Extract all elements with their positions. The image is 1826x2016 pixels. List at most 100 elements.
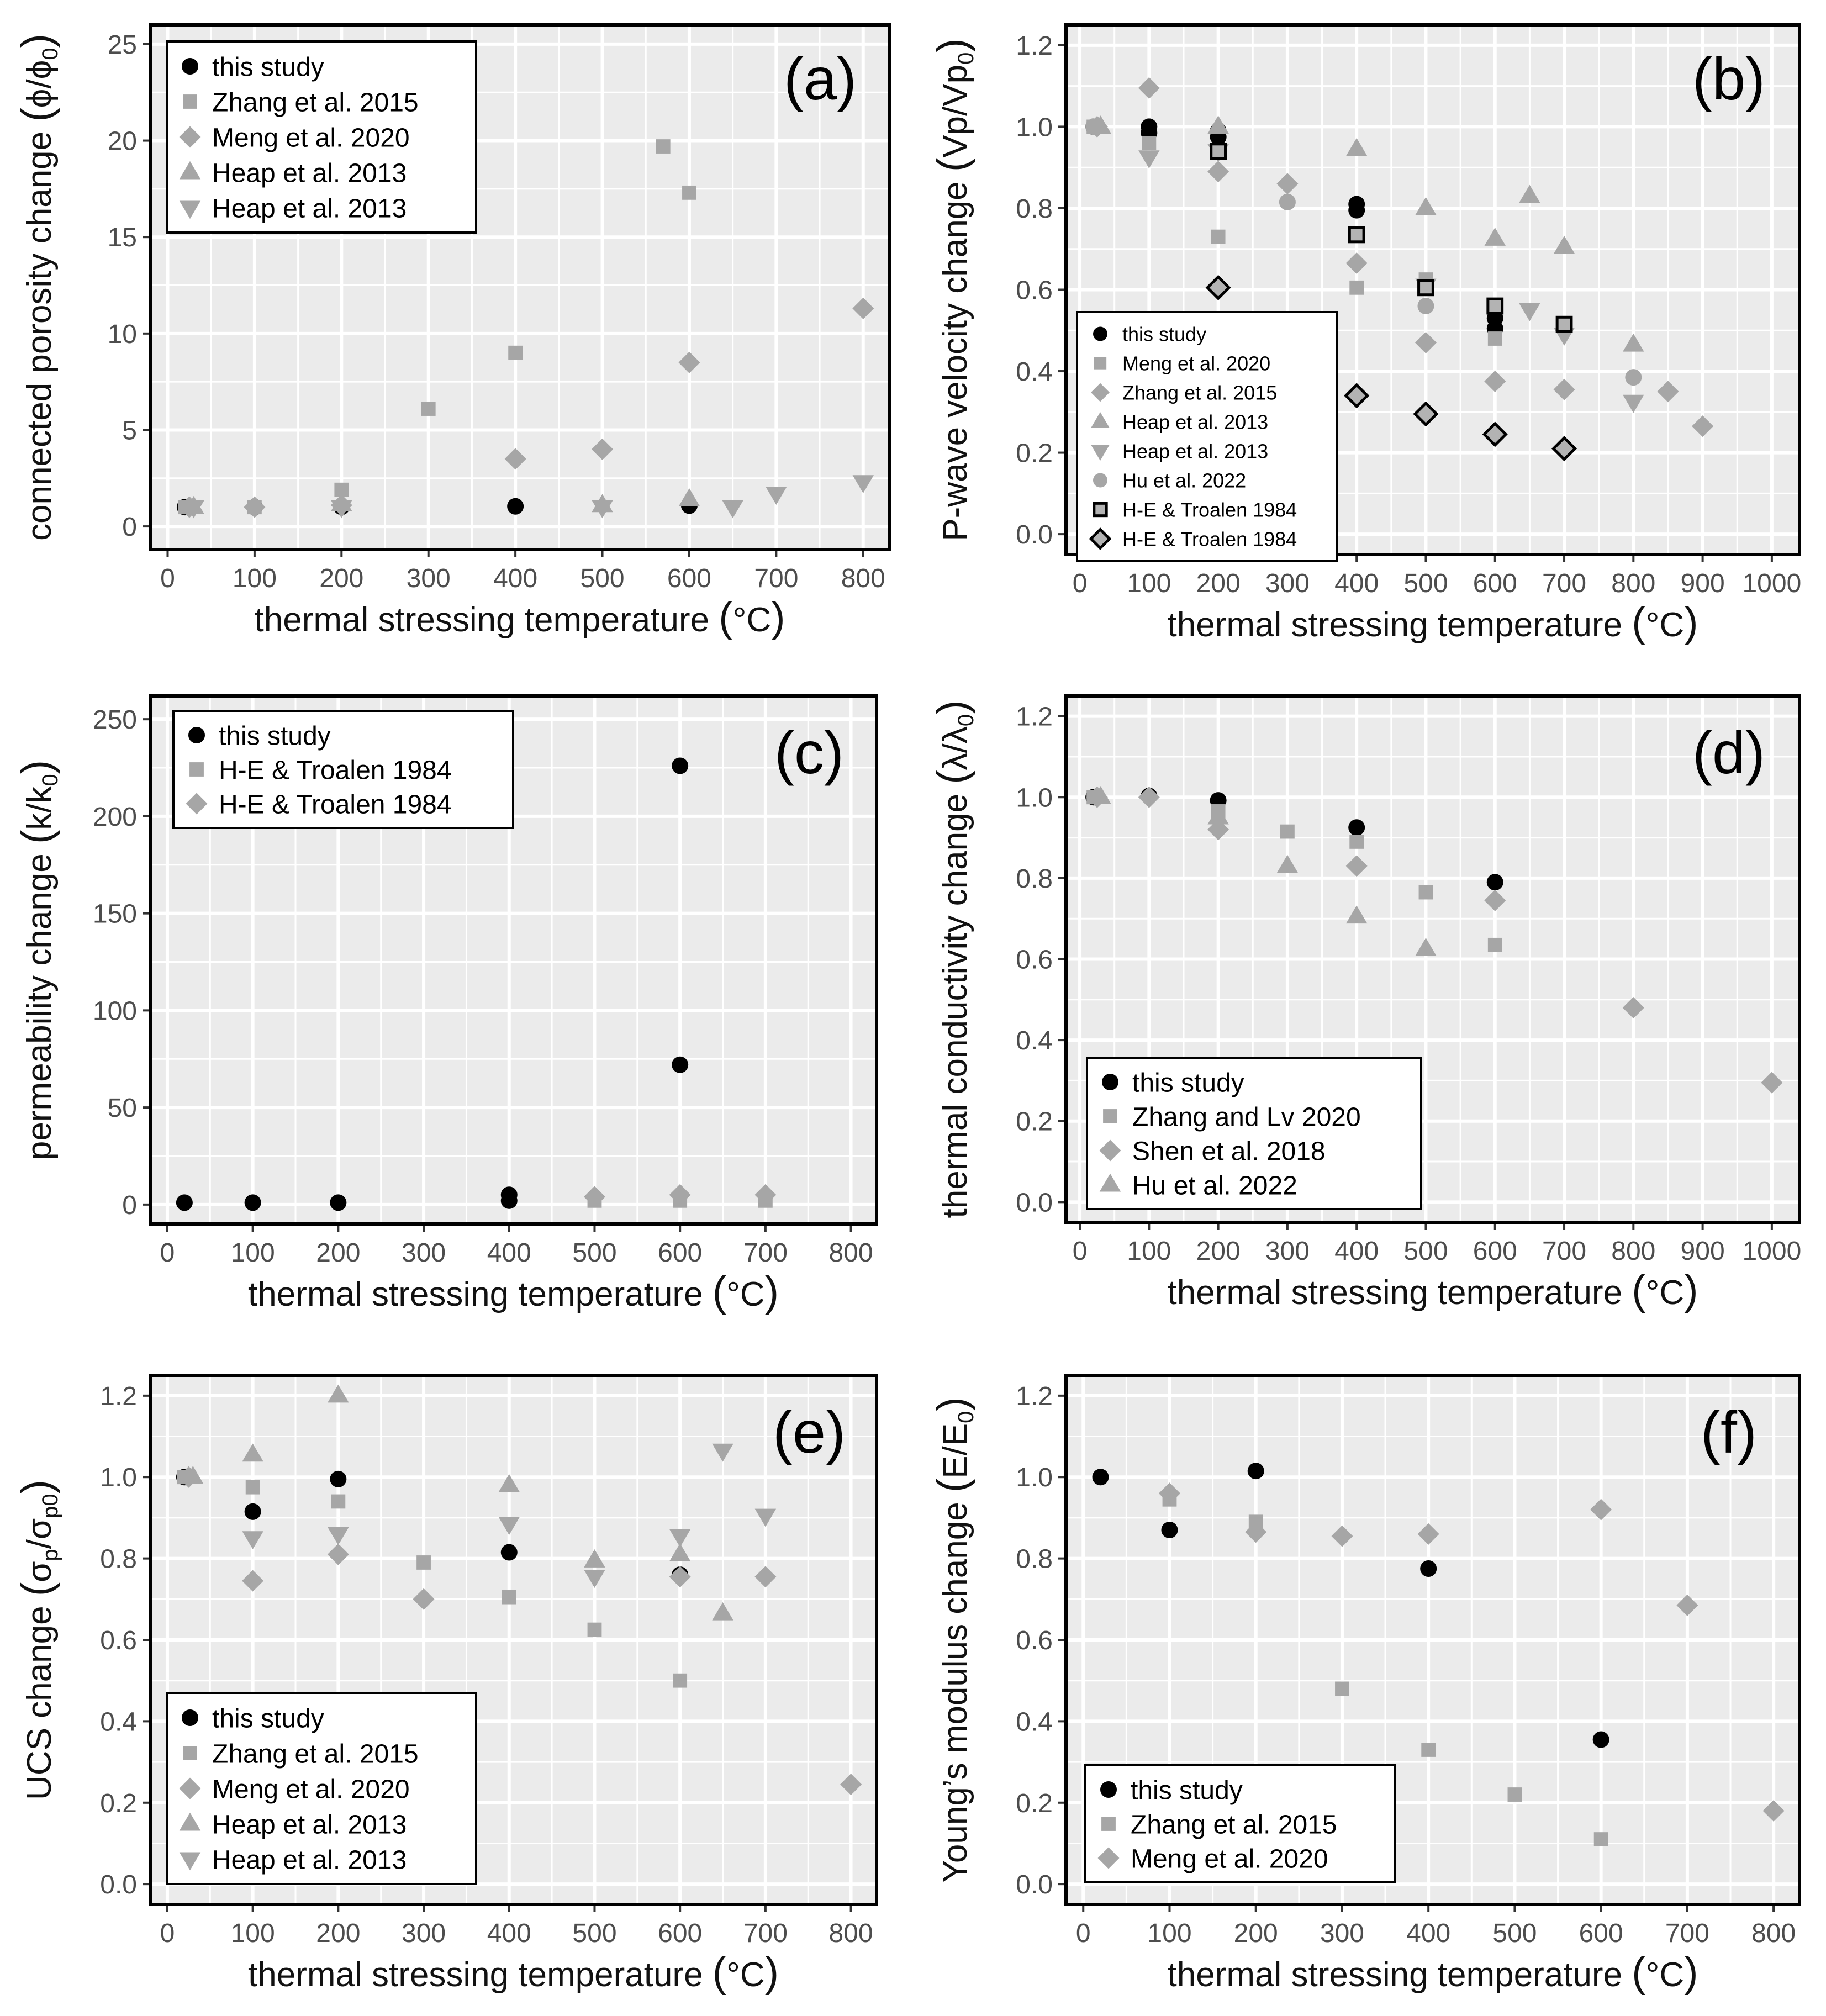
data-point [498,1517,520,1535]
panel-c-frame [149,694,878,1226]
x-tick-label: 600 [1473,1237,1517,1266]
legend-label: Heap et al. 2013 [1122,440,1268,462]
y-axis-title: connected porosity change (ϕ/ϕ0) [13,34,62,541]
panel-label: (f) [1701,1398,1757,1465]
panel-label: (b) [1692,45,1765,112]
data-point [1519,184,1540,203]
data-point [1345,905,1368,924]
legend-key [1099,1173,1121,1192]
data-point [421,402,436,416]
data-point [669,1543,691,1561]
legend-item: this study [1100,1776,1243,1805]
legend-key [1094,357,1107,370]
series-b-5 [1085,118,1642,386]
y-tick-label: 5 [122,416,137,445]
legend-label: Shen et al. 2018 [1132,1137,1326,1166]
x-tick-label: 800 [1751,1919,1796,1948]
legend-key [1099,1139,1121,1162]
legend-item: Heap et al. 2013 [179,159,407,188]
legend-item: this study [182,1704,324,1733]
legend-box [1084,1764,1396,1883]
legend-box [172,710,514,829]
data-point [1657,381,1679,403]
x-tick-label: 800 [1611,1237,1655,1266]
x-tick-label: 100 [231,1919,275,1948]
x-tick-label: 900 [1681,1237,1725,1266]
series-c-0 [176,757,689,1211]
data-point [1345,855,1368,877]
data-point [754,1566,777,1588]
legend-item: Hu et al. 2022 [1099,1171,1297,1200]
data-point [592,500,613,519]
data-point [1487,331,1502,346]
legend-key [179,1852,201,1871]
legend-key [1100,1781,1117,1798]
data-point [852,297,874,319]
y-tick-label: 20 [108,127,137,156]
x-axis-title: thermal stressing temperature (°C) [248,1268,779,1315]
data-point [1247,1463,1264,1480]
y-tick-label: 1.2 [1016,31,1053,61]
data-point [1553,378,1575,400]
y-tick-label: 0.6 [1016,276,1053,305]
x-tick-label: 0 [160,1919,175,1948]
legend-box [166,40,477,234]
data-point [1592,1731,1609,1748]
y-tick-label: 0.6 [1016,946,1053,975]
legend-key [182,58,198,75]
x-tick-label: 300 [1265,1237,1310,1266]
data-point [1138,786,1160,808]
x-tick-label: 300 [402,1919,446,1948]
data-point [1692,415,1714,437]
x-tick-label: 0 [1073,569,1088,598]
legend-key [1101,1817,1116,1831]
legend-label: this study [212,1704,324,1733]
x-tick-label: 800 [829,1919,873,1948]
legend-key [1089,527,1112,550]
legend-key [179,1777,201,1799]
legend-label: Hu et al. 2022 [1122,469,1246,492]
data-point [1590,1498,1612,1521]
legend-label: this study [1132,1068,1244,1097]
x-tick-label: 400 [493,564,537,593]
panel-label: (a) [784,45,857,112]
data-point [656,139,671,154]
x-tick-label: 800 [841,564,885,593]
data-point [1762,1800,1785,1822]
legend-key [1091,411,1110,428]
legend-label: Hu et al. 2022 [1132,1171,1297,1200]
legend-box [166,1692,477,1885]
series-d-2 [1086,786,1783,1094]
y-tick-label: 0.0 [1016,520,1053,550]
x-tick-label: 500 [580,564,624,593]
data-point [413,1588,435,1610]
data-point [1349,280,1364,295]
legend-key [183,1746,197,1760]
y-tick-label: 0.2 [1016,1107,1053,1137]
legend-f: this study Zhang et al. 2015 Meng et al. 2… [1084,1764,1396,1883]
x-tick-label: 1000 [1742,1237,1801,1266]
y-tick-label: 0.8 [100,1545,137,1574]
data-point [242,1570,264,1592]
x-tick-label: 200 [1196,1237,1241,1266]
legend-label: Meng et al. 2020 [1131,1844,1328,1873]
data-point [1280,824,1295,839]
legend-item: Shen et al. 2018 [1099,1137,1326,1166]
legend-label: this study [1122,323,1206,345]
data-point [1344,383,1370,409]
legend-key [1093,326,1107,341]
legend-item: this study [188,721,331,751]
x-axis-title: thermal stressing temperature (°C) [1168,599,1698,646]
x-tick-label: 600 [1579,1919,1623,1948]
data-point [1345,252,1368,275]
data-point [1555,315,1573,333]
x-tick-label: 0 [160,1238,175,1268]
y-axis-title: permeability change (k/k0) [13,760,62,1160]
y-tick-label: 250 [93,705,137,735]
legend-key [1093,502,1108,518]
panel-f-frame [1064,1374,1801,1906]
data-point [1245,1521,1267,1543]
x-tick-label: 200 [319,564,363,593]
data-point [754,1508,777,1527]
data-point [1158,1482,1180,1505]
